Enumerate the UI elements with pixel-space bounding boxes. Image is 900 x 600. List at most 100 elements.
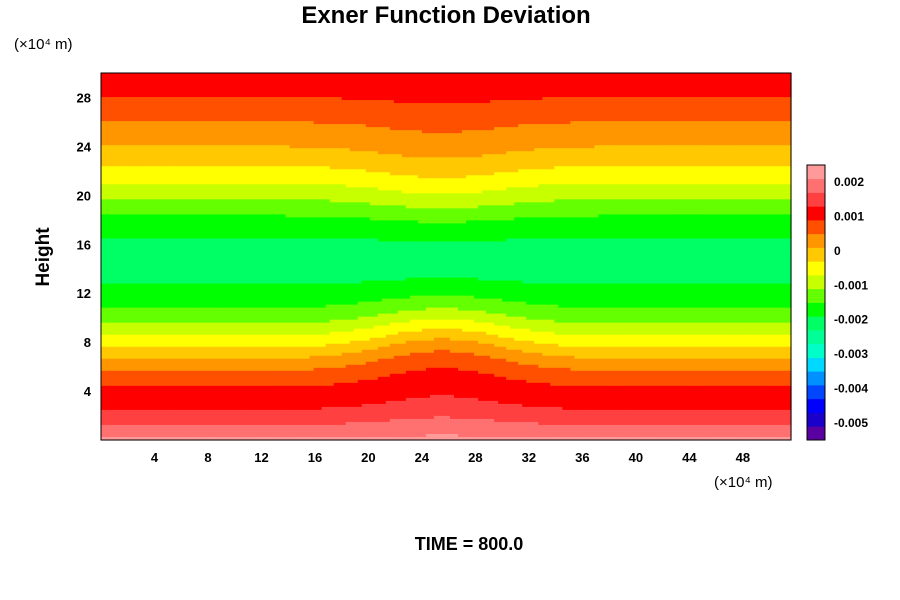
heatmap-cell — [121, 118, 126, 122]
heatmap-cell — [197, 91, 202, 95]
heatmap-cell — [598, 88, 604, 92]
heatmap-cell — [770, 124, 776, 128]
heatmap-cell — [237, 142, 243, 146]
heatmap-cell — [125, 127, 130, 131]
heatmap-cell — [522, 97, 527, 101]
heatmap-cell — [177, 121, 182, 125]
heatmap-cell — [622, 103, 628, 107]
heatmap-cell — [458, 148, 463, 152]
heatmap-cell — [502, 115, 507, 119]
heatmap-cell — [666, 139, 672, 143]
heatmap-cell — [209, 76, 214, 80]
heatmap-cell — [249, 91, 255, 95]
heatmap-cell — [710, 136, 716, 140]
heatmap-cell — [522, 139, 527, 143]
heatmap-cell — [433, 91, 439, 95]
heatmap-cell — [450, 73, 455, 77]
heatmap-cell — [706, 73, 712, 77]
heatmap-cell — [153, 139, 158, 143]
heatmap-cell — [309, 142, 315, 146]
heatmap-cell — [341, 124, 347, 128]
heatmap-cell — [774, 133, 780, 137]
heatmap-cell — [241, 148, 247, 152]
heatmap-cell — [486, 85, 491, 89]
heatmap-cell — [618, 130, 624, 134]
heatmap-cell — [742, 145, 748, 149]
heatmap-cell — [694, 91, 700, 95]
heatmap-cell — [454, 139, 459, 143]
heatmap-cell — [229, 127, 234, 131]
heatmap-cell — [734, 124, 740, 128]
heatmap-cell — [229, 106, 234, 110]
heatmap-cell — [229, 94, 234, 98]
heatmap-cell — [702, 154, 708, 158]
heatmap-cell — [506, 106, 511, 110]
heatmap-cell — [570, 142, 575, 146]
heatmap-cell — [301, 139, 307, 143]
heatmap-cell — [774, 73, 780, 77]
heatmap-cell — [105, 103, 110, 107]
heatmap-cell — [173, 97, 178, 101]
heatmap-cell — [329, 88, 335, 92]
heatmap-cell — [149, 151, 154, 155]
heatmap-cell — [177, 82, 182, 86]
heatmap-cell — [329, 82, 335, 86]
heatmap-cell — [626, 139, 632, 143]
heatmap-cell — [782, 73, 788, 77]
heatmap-cell — [389, 154, 395, 158]
heatmap-cell — [494, 148, 499, 152]
heatmap-cell — [217, 130, 222, 134]
heatmap-cell — [381, 136, 387, 140]
heatmap-cell — [470, 142, 475, 146]
heatmap-cell — [289, 112, 295, 116]
heatmap-cell — [610, 94, 616, 98]
heatmap-cell — [766, 115, 772, 119]
heatmap-cell — [690, 130, 696, 134]
heatmap-cell — [141, 154, 146, 158]
heatmap-cell — [570, 79, 575, 83]
heatmap-cell — [786, 139, 792, 143]
heatmap-cell — [193, 130, 198, 134]
heatmap-cell — [714, 154, 720, 158]
heatmap-cell — [578, 88, 583, 92]
heatmap-cell — [718, 136, 724, 140]
heatmap-cell — [433, 115, 439, 119]
heatmap-cell — [694, 109, 700, 113]
heatmap-cell — [782, 124, 788, 128]
heatmap-cell — [458, 103, 463, 107]
heatmap-cell — [181, 79, 186, 83]
heatmap-cell — [746, 103, 752, 107]
heatmap-cell — [786, 136, 792, 140]
heatmap-cell — [325, 112, 331, 116]
heatmap-cell — [666, 79, 672, 83]
heatmap-cell — [397, 124, 403, 128]
heatmap-cell — [237, 130, 243, 134]
heatmap-cell — [217, 142, 222, 146]
heatmap-cell — [570, 145, 575, 149]
heatmap-cell — [281, 73, 287, 77]
heatmap-cell — [638, 73, 644, 77]
heatmap-cell — [446, 76, 451, 80]
heatmap-cell — [133, 130, 138, 134]
heatmap-cell — [237, 103, 243, 107]
heatmap-cell — [405, 88, 411, 92]
heatmap-cell — [458, 106, 463, 110]
heatmap-cell — [169, 97, 174, 101]
heatmap-cell — [730, 145, 736, 149]
heatmap-cell — [738, 151, 744, 155]
heatmap-cell — [690, 79, 696, 83]
heatmap-cell — [550, 139, 555, 143]
heatmap-cell — [281, 97, 287, 101]
heatmap-cell — [205, 85, 210, 89]
heatmap-cell — [401, 82, 407, 86]
heatmap-cell — [706, 130, 712, 134]
heatmap-cell — [598, 103, 604, 107]
heatmap-cell — [542, 88, 547, 92]
heatmap-cell — [646, 151, 652, 155]
heatmap-cell — [345, 91, 351, 95]
heatmap-cell — [133, 139, 138, 143]
heatmap-cell — [125, 145, 130, 149]
heatmap-cell — [425, 91, 431, 95]
heatmap-cell — [157, 85, 162, 89]
heatmap-cell — [722, 124, 728, 128]
